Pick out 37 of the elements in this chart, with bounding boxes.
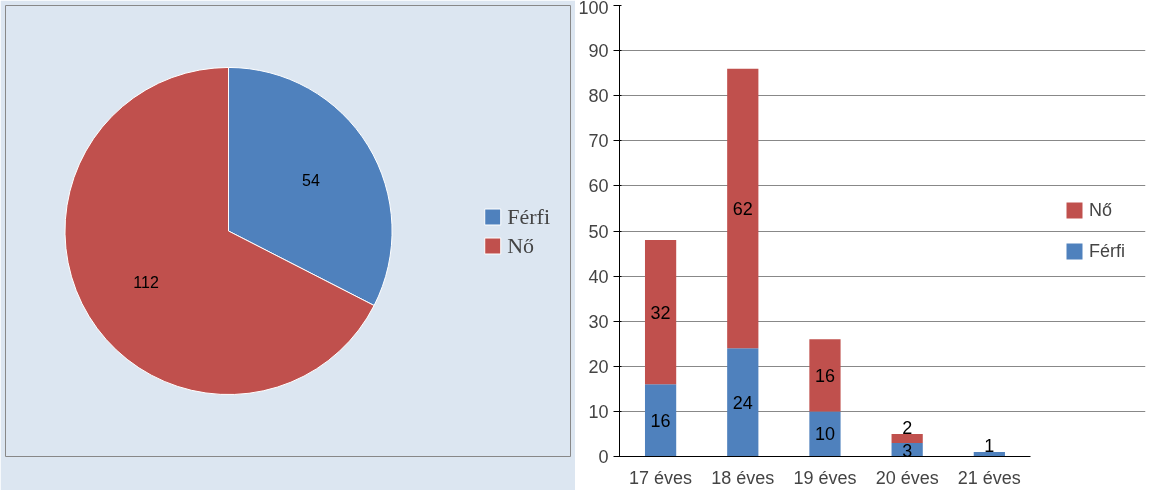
data-label: 16: [814, 365, 835, 386]
legend-label: Nő: [1089, 199, 1113, 221]
x-tick-label: 18 éves: [711, 467, 775, 488]
legend-label: Férfi: [1089, 240, 1125, 262]
legend-label: Nő: [507, 232, 535, 258]
x-tick-label: 20 éves: [875, 467, 939, 488]
data-label: 54: [302, 172, 320, 190]
y-tick-label: 40: [588, 266, 609, 287]
data-label: 10: [814, 424, 835, 445]
y-tick-label: 100: [578, 0, 609, 18]
x-tick-label: 21 éves: [957, 467, 1021, 488]
y-tick-label: 80: [588, 86, 609, 107]
y-tick-label: 30: [588, 311, 609, 332]
data-label: 32: [650, 302, 671, 323]
bar: [644, 240, 677, 385]
y-tick-label: 50: [588, 221, 609, 242]
bar: [809, 339, 841, 412]
y-tick-label: 0: [598, 447, 609, 467]
bar: [727, 68, 759, 349]
data-label: 16: [650, 410, 671, 431]
bar: [891, 433, 923, 443]
bar: [809, 411, 841, 457]
y-tick-label: 90: [588, 41, 609, 62]
data-label: 1: [984, 435, 995, 456]
data-label: 2: [902, 417, 913, 438]
y-tick-label: 20: [588, 356, 609, 377]
data-label: 62: [732, 198, 753, 219]
y-tick-label: 70: [588, 131, 609, 152]
legend-label: Férfi: [507, 203, 550, 229]
y-tick-label: 60: [588, 176, 609, 197]
bar: [644, 384, 677, 457]
data-label: 24: [732, 392, 753, 413]
data-label: 112: [133, 273, 159, 291]
y-tick-label: 10: [588, 401, 609, 422]
x-tick-label: 17 éves: [629, 467, 693, 488]
bar: [727, 348, 759, 457]
x-tick-label: 19 éves: [793, 467, 857, 488]
